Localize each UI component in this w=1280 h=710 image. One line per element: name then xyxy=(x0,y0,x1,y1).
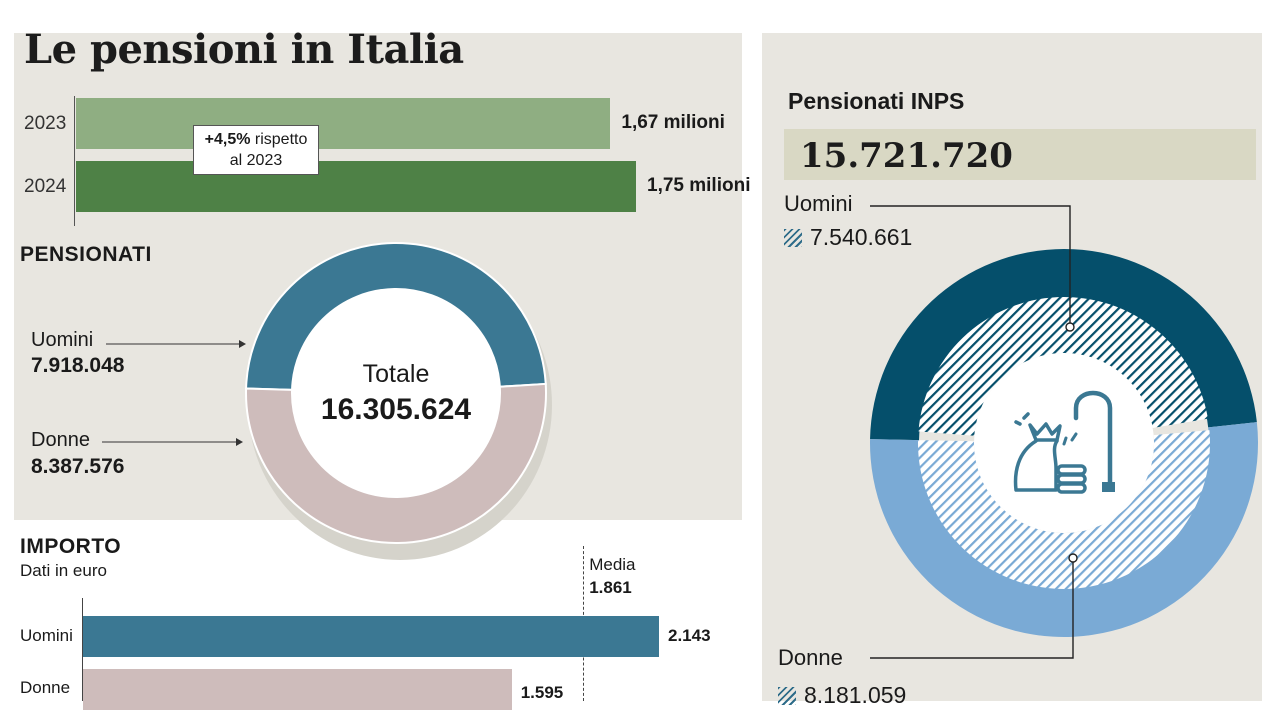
growth-callout-text: rispetto xyxy=(254,131,308,148)
inps-uomini-value-row: 7.540.661 xyxy=(784,224,912,251)
inps-donne-leader-dot xyxy=(1068,553,1078,563)
money-bag-icon xyxy=(1013,412,1062,492)
pensionati-total-label: Totale xyxy=(362,360,430,388)
importo-label-donne: Donne xyxy=(20,678,71,697)
inps-slice-uomini-outer xyxy=(870,249,1257,441)
coins-icon xyxy=(1056,464,1087,494)
growth-callout-line2: al 2023 xyxy=(229,152,283,169)
pensionati-uomini-value: 7.918.048 xyxy=(31,354,125,377)
growth-value-2023: 1,67 milioni xyxy=(621,112,725,133)
inps-total-box: 15.721.720 xyxy=(784,129,1256,180)
page-title: Le pensioni in Italia xyxy=(24,26,464,73)
pensionati-donne-label: Donne xyxy=(31,429,90,451)
inps-donne-label: Donne xyxy=(778,645,843,670)
importo-value-uomini: 2.143 xyxy=(668,626,711,645)
pensionati-total-value: 16.305.624 xyxy=(320,393,472,426)
growth-callout-pct: +4,5% xyxy=(204,131,251,148)
importo-subheading: Dati in euro xyxy=(20,561,107,580)
pensionati-uomini-label: Uomini xyxy=(31,329,94,351)
growth-callout: +4,5% rispetto al 2023 xyxy=(193,125,319,175)
growth-bar-2024 xyxy=(76,161,636,212)
inps-uomini-leader-dot xyxy=(1065,322,1075,332)
inps-uomini-label: Uomini xyxy=(784,191,853,216)
growth-axis-line xyxy=(74,96,75,226)
inps-slice-donne-inner xyxy=(918,430,1210,590)
inps-heading: Pensionati INPS xyxy=(788,88,965,114)
pensionati-heading: PENSIONATI xyxy=(20,243,152,266)
growth-value-2024: 1,75 milioni xyxy=(647,175,751,196)
growth-bar-2023 xyxy=(76,98,611,149)
pensionati-donut-hole xyxy=(292,289,500,497)
importo-axis-line xyxy=(82,598,83,701)
inps-uomini-swatch xyxy=(784,229,802,247)
inps-slice-donne-outer xyxy=(870,422,1258,638)
importo-heading: IMPORTO xyxy=(20,535,122,558)
importo-bar-uomini xyxy=(83,616,659,657)
uomini-arrow-icon xyxy=(239,340,246,348)
importo-media-label: Media xyxy=(589,555,636,574)
growth-year-2024: 2024 xyxy=(24,176,67,197)
importo-label-uomini: Uomini xyxy=(20,626,73,645)
growth-year-2023: 2023 xyxy=(24,113,67,134)
inps-uomini-leader-line xyxy=(870,205,1071,327)
walking-cane-icon xyxy=(1062,390,1115,492)
donne-arrow-icon xyxy=(236,438,243,446)
inps-donne-leader-line xyxy=(870,558,1074,659)
inps-uomini-value: 7.540.661 xyxy=(810,224,913,250)
inps-slice-uomini-inner xyxy=(918,297,1208,436)
importo-media-value: 1.861 xyxy=(589,578,632,597)
importo-value-donne: 1.595 xyxy=(520,683,564,702)
pensionati-donne-value: 8.387.576 xyxy=(31,455,125,478)
